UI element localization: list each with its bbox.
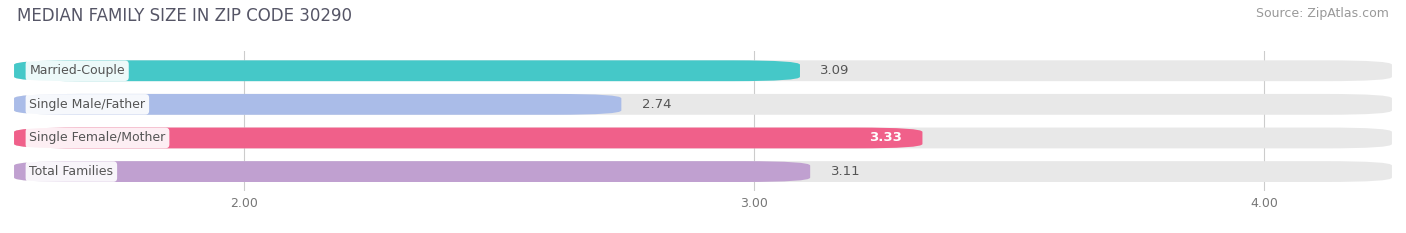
Text: 3.11: 3.11 [831, 165, 860, 178]
FancyBboxPatch shape [14, 161, 1392, 182]
Text: Source: ZipAtlas.com: Source: ZipAtlas.com [1256, 7, 1389, 20]
FancyBboxPatch shape [14, 127, 1392, 148]
Text: 3.33: 3.33 [869, 131, 903, 144]
Text: Single Female/Mother: Single Female/Mother [30, 131, 166, 144]
Text: Total Families: Total Families [30, 165, 114, 178]
FancyBboxPatch shape [14, 60, 1392, 81]
Text: Single Male/Father: Single Male/Father [30, 98, 145, 111]
FancyBboxPatch shape [14, 94, 621, 115]
FancyBboxPatch shape [14, 127, 922, 148]
Text: MEDIAN FAMILY SIZE IN ZIP CODE 30290: MEDIAN FAMILY SIZE IN ZIP CODE 30290 [17, 7, 352, 25]
FancyBboxPatch shape [14, 60, 800, 81]
FancyBboxPatch shape [14, 94, 1392, 115]
Text: Married-Couple: Married-Couple [30, 64, 125, 77]
FancyBboxPatch shape [14, 161, 810, 182]
Text: 3.09: 3.09 [820, 64, 849, 77]
Text: 2.74: 2.74 [641, 98, 671, 111]
